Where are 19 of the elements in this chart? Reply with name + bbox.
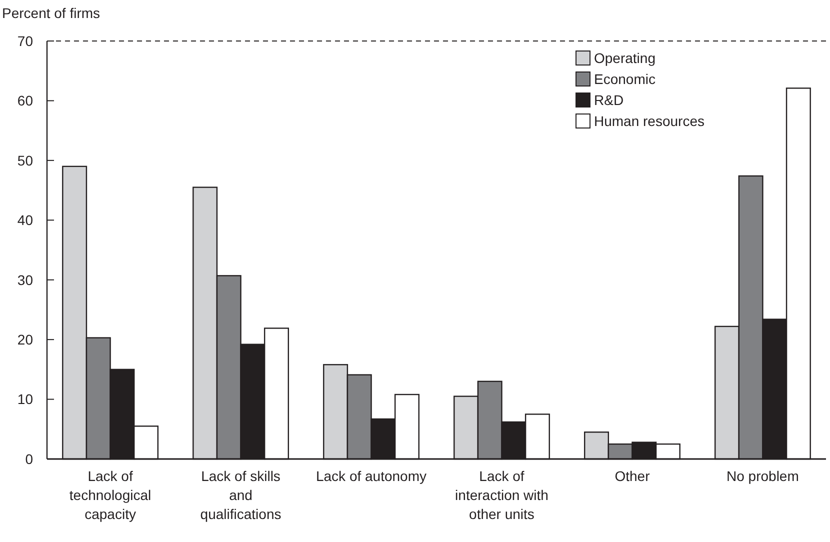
y-tick-label: 60 [17, 92, 34, 109]
legend-label: Human resources [594, 113, 704, 129]
y-tick-label: 20 [17, 331, 34, 348]
x-tick-label: Lack of technological capacity [69, 468, 152, 522]
y-tick-label: 0 [25, 450, 34, 467]
y-tick-label: 10 [17, 391, 34, 408]
y-axis-title: Percent of firms [2, 5, 100, 21]
x-tick-label: Lack of interaction with other units [455, 468, 548, 522]
y-tick-label: 50 [17, 152, 34, 168]
y-tick-label: 70 [17, 32, 34, 49]
y-tick-label: 40 [17, 212, 34, 228]
x-tick-label: Other [614, 468, 650, 484]
legend-label: Operating [594, 50, 656, 66]
y-tick-label: 30 [17, 272, 34, 288]
x-tick-label: Lack of skills and qualifications [200, 468, 282, 522]
x-tick-label: Lack of autonomy [316, 468, 427, 484]
legend-label: Economic [594, 71, 656, 87]
legend-label: R&D [594, 92, 624, 108]
x-tick-label: No problem [726, 468, 799, 484]
